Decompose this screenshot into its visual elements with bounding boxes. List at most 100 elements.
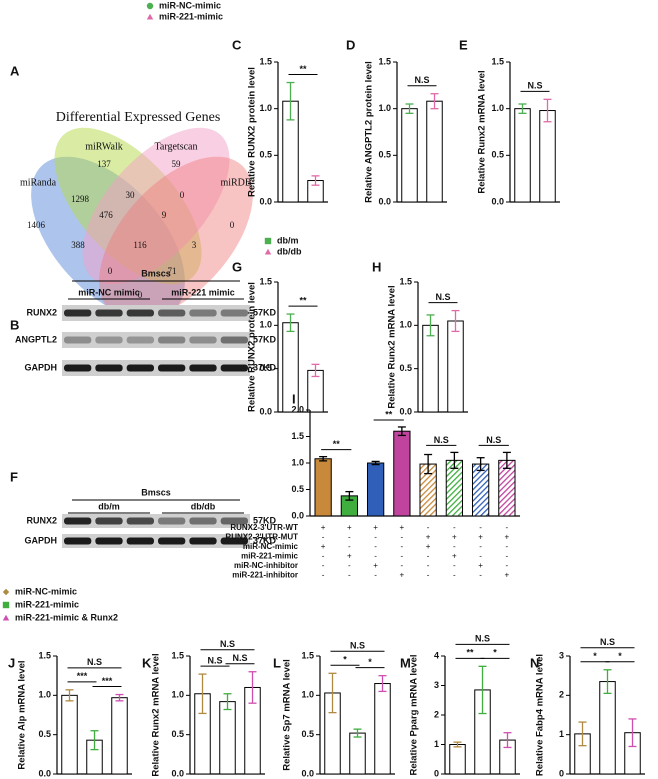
panel-letter: E xyxy=(459,37,468,52)
blot-band xyxy=(158,517,186,525)
significance-label: *** xyxy=(77,671,88,681)
bar xyxy=(447,320,464,413)
condition-sign: + xyxy=(347,552,352,561)
bar xyxy=(349,732,366,775)
y-tick-label: 3 xyxy=(559,650,564,660)
y-tick-label: 1.5 xyxy=(38,650,51,660)
blot-size: 57KD xyxy=(253,307,277,317)
y-tick-label: 0.5 xyxy=(259,363,272,373)
significance-label: N.S xyxy=(434,435,449,445)
y-axis-label: Relative ANGPTL2 protein level xyxy=(364,61,375,203)
condition-sign: - xyxy=(427,571,430,580)
significance-label: ** xyxy=(299,64,307,74)
panel-letter: N xyxy=(530,655,539,670)
condition-sign: + xyxy=(321,542,326,551)
condition-sign: + xyxy=(505,571,510,580)
y-tick-label: 3 xyxy=(434,680,439,690)
condition-sign: - xyxy=(427,552,430,561)
significance-label: N.S xyxy=(527,81,542,91)
y-tick-label: 0.0 xyxy=(171,768,184,778)
error-bar xyxy=(518,103,527,114)
significance-label: N.S xyxy=(87,657,102,667)
error-bar xyxy=(476,457,485,472)
error-bar xyxy=(603,669,612,695)
venn-count: 137 xyxy=(97,159,111,169)
legend-label: miR-221-mimic xyxy=(159,11,223,21)
y-tick-label: 1.5 xyxy=(259,56,272,66)
bar xyxy=(393,430,411,517)
condition-sign: + xyxy=(400,523,405,532)
y-tick-label: 1.0 xyxy=(38,690,51,700)
y-tick-label: 1.0 xyxy=(399,320,412,330)
condition-sign: - xyxy=(506,561,509,570)
significance-label: * xyxy=(343,655,347,665)
y-tick-label: 4 xyxy=(434,650,439,660)
condition-sign: - xyxy=(479,542,482,551)
error-bar xyxy=(450,451,459,469)
blot-band xyxy=(220,517,248,525)
venn-diagram xyxy=(31,127,253,320)
bar xyxy=(449,744,466,775)
blot-row-label: GAPDH xyxy=(24,362,57,372)
legend-marker xyxy=(264,248,272,255)
condition-sign: - xyxy=(427,561,430,570)
y-tick-label: 0.5 xyxy=(301,729,314,739)
y-tick-label: 0 xyxy=(434,768,439,778)
blot-band xyxy=(126,309,154,317)
blot-band xyxy=(126,537,154,545)
blot-header: Bmscs xyxy=(141,487,171,497)
venn-count: 476 xyxy=(99,210,113,220)
venn-set-label: miRDB xyxy=(220,177,251,188)
y-tick-label: 0.0 xyxy=(378,196,391,206)
significance-label: N.S xyxy=(350,641,365,651)
y-tick-label: 0.5 xyxy=(171,729,184,739)
y-tick-label: 1.5 xyxy=(171,650,184,660)
panel-letter: I xyxy=(292,391,296,406)
y-tick-label: 0.0 xyxy=(38,768,51,778)
y-axis-label: Relative Runx2 mRNA level xyxy=(151,653,162,776)
legend-marker xyxy=(146,2,154,10)
y-tick-label: 0.0 xyxy=(291,510,304,520)
bar xyxy=(366,462,385,517)
condition-sign: - xyxy=(479,552,482,561)
error-bar xyxy=(248,671,257,704)
blot-size: 57KD xyxy=(253,334,277,344)
condition-sign: - xyxy=(348,533,351,542)
legend-marker xyxy=(2,614,10,621)
condition-label: miR-221-mimic xyxy=(241,552,298,561)
condition-sign: + xyxy=(400,571,405,580)
y-axis-label: Relative Alp mRNA level xyxy=(17,660,28,769)
blot-size: 37KD xyxy=(253,535,277,545)
blot-band xyxy=(220,364,248,372)
y-tick-label: 1 xyxy=(434,739,439,749)
y-axis-label: Relative RUNX2 protein level xyxy=(247,67,258,197)
y-axis-label: Relative Fabp4 mRNA level xyxy=(535,654,546,776)
condition-sign: - xyxy=(506,523,509,532)
panel-letter: M xyxy=(400,655,411,670)
error-bar xyxy=(503,732,512,749)
blot-group: db/m xyxy=(98,501,120,511)
blot-band xyxy=(95,336,123,344)
error-bar xyxy=(578,721,587,747)
significance-label: * xyxy=(368,657,372,667)
blot-band xyxy=(126,364,154,372)
blot-band xyxy=(95,517,123,525)
legend-label: db/m xyxy=(277,235,299,245)
error-bar xyxy=(90,730,99,751)
blot-header: Bmscs xyxy=(141,268,171,278)
condition-label: RUNX2-3'UTR-WT xyxy=(230,523,298,532)
panel-letter: D xyxy=(346,37,355,52)
blot-band xyxy=(64,364,92,372)
venn-title: Differential Expressed Genes xyxy=(56,110,221,125)
error-bar xyxy=(345,490,354,501)
condition-sign: - xyxy=(427,523,430,532)
blot-band xyxy=(220,537,248,545)
blot-band xyxy=(126,336,154,344)
y-tick-label: 1.0 xyxy=(259,103,272,113)
blot-band xyxy=(126,517,154,525)
error-bar xyxy=(543,98,552,123)
legend-marker xyxy=(2,601,10,609)
condition-sign: - xyxy=(322,561,325,570)
significance-label: ** xyxy=(385,409,393,419)
y-tick-label: 1.0 xyxy=(491,103,504,113)
